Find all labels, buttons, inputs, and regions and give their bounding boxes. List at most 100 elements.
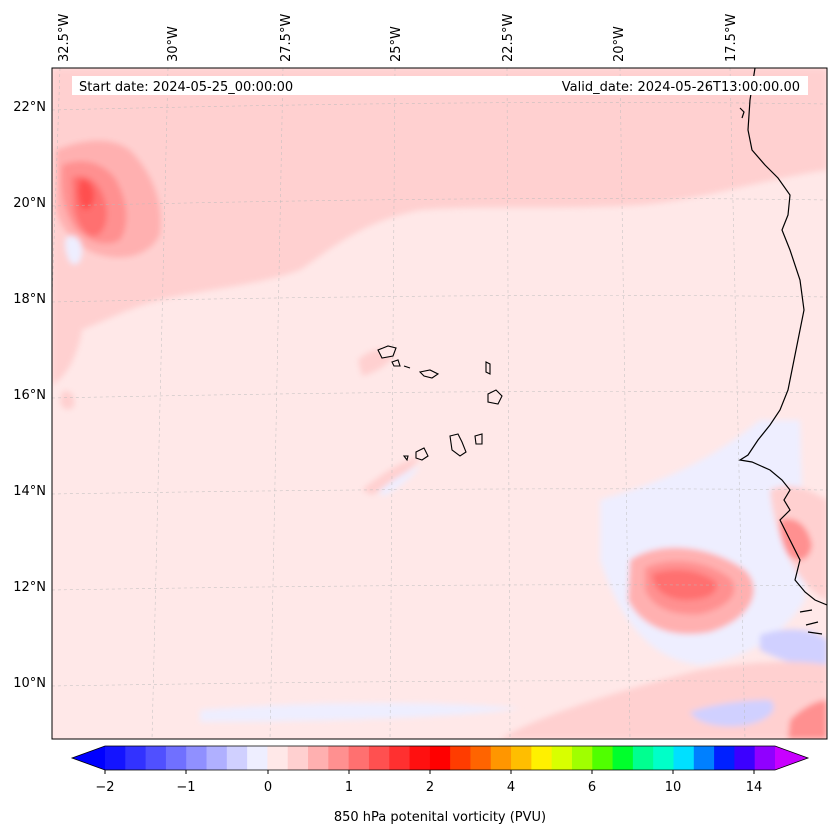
pv-region-southeast-red <box>788 700 827 739</box>
island-santa-luzia <box>403 365 411 369</box>
valid-date-text: Valid_date: 2024-05-26T13:00:00.00 <box>562 80 800 95</box>
colorbar-cell <box>165 746 187 770</box>
island-brava <box>402 455 409 462</box>
lon-label-30w: 30°W <box>166 26 181 62</box>
lon-label-20w: 20°W <box>612 26 627 62</box>
pv-region-south-blue-spots <box>690 700 774 727</box>
colorbar: −2 −1 0 1 2 4 6 10 14 850 hPa potenital … <box>70 745 810 825</box>
pv-region-coast-salmon <box>779 518 812 561</box>
island-boa-vista <box>487 389 503 405</box>
date-banner <box>72 76 808 95</box>
pv-contours <box>52 68 827 739</box>
colorbar-cell <box>571 746 593 770</box>
pv-region-capeverde-south <box>362 456 420 495</box>
colorbar-cell <box>754 746 776 770</box>
colorbar-cell <box>450 746 471 770</box>
colorbar-cell <box>490 746 512 770</box>
colorbar-cell <box>714 746 735 770</box>
pv-region-capeverde-south-blue <box>378 466 420 496</box>
lon-label-25w: 25°W <box>389 26 404 62</box>
cb-tick-14: 14 <box>746 780 763 795</box>
lon-label-27-5w: 27.5°W <box>279 14 294 62</box>
colorbar-cell <box>247 746 268 770</box>
colorbar-cell <box>409 746 431 770</box>
pv-region-northwest-blue-spot <box>65 235 82 265</box>
colorbar-cell <box>328 746 350 770</box>
colorbar-tick-labels: −2 −1 0 1 2 4 6 10 14 <box>95 780 762 795</box>
cb-tick-0: 0 <box>264 780 272 795</box>
lat-label-10n: 10°N <box>13 676 46 691</box>
colorbar-cell <box>145 746 167 770</box>
lat-label-16n: 16°N <box>13 388 46 403</box>
colorbar-cell <box>368 746 390 770</box>
bissagos-islands <box>799 609 823 635</box>
colorbar-cell <box>267 746 289 770</box>
pv-region-west-streak <box>52 260 83 385</box>
colorbar-label: 850 hPa potenital vorticity (PVU) <box>334 810 546 825</box>
colorbar-cell <box>693 746 715 770</box>
cb-tick-m1: −1 <box>176 780 195 795</box>
cb-tick-m2: −2 <box>95 780 114 795</box>
island-sao-nicolau <box>418 369 440 379</box>
island-santiago <box>449 433 467 457</box>
colorbar-cell <box>653 746 674 770</box>
colorbar-cell <box>734 746 756 770</box>
island-sal <box>485 361 491 375</box>
island-santo-antao <box>377 345 397 359</box>
island-fogo <box>415 447 429 461</box>
colorbar-cell <box>429 746 451 770</box>
longitude-labels: 32.5°W 30°W 27.5°W 25°W 22.5°W 20°W 17.5… <box>57 14 739 62</box>
island-maio <box>474 433 483 445</box>
map-frame <box>51 67 828 740</box>
colorbar-cell <box>186 746 208 770</box>
cb-tick-10: 10 <box>665 780 682 795</box>
colorbar-cell <box>226 746 248 770</box>
colorbar-cell <box>125 746 147 770</box>
colorbar-ticks <box>104 770 755 774</box>
colorbar-cell <box>592 746 614 770</box>
colorbar-cell <box>531 746 553 770</box>
cb-tick-2: 2 <box>426 780 434 795</box>
lat-label-12n: 12°N <box>13 580 46 595</box>
colorbar-cell <box>206 746 228 770</box>
lat-label-18n: 18°N <box>13 292 46 307</box>
colorbar-cell <box>551 746 573 770</box>
lon-label-22-5w: 22.5°W <box>501 14 516 62</box>
lon-label-17-5w: 17.5°W <box>724 14 739 62</box>
colorbar-cell <box>308 746 329 770</box>
colorbar-cell <box>348 746 370 770</box>
pv-region-north-band <box>52 68 827 340</box>
colorbar-cell <box>632 746 654 770</box>
latitude-labels: 22°N 20°N 18°N 16°N 14°N 12°N 10°N <box>13 100 46 691</box>
colorbar-cell <box>511 746 532 770</box>
colorbar-over-arrow <box>775 746 808 770</box>
pv-region-south-blue-streak <box>200 702 520 722</box>
pv-region-west-spot <box>60 390 75 410</box>
africa-coastline <box>738 68 827 606</box>
colorbar-cells <box>105 746 776 770</box>
cb-tick-4: 4 <box>507 780 515 795</box>
colorbar-cell <box>105 746 126 770</box>
colorbar-under-arrow <box>72 746 105 770</box>
lat-label-20n: 20°N <box>13 196 46 211</box>
colorbar-cell <box>470 746 492 770</box>
cb-tick-6: 6 <box>588 780 596 795</box>
lon-label-32-5w: 32.5°W <box>57 14 72 62</box>
coastlines <box>738 68 827 635</box>
colorbar-cell <box>673 746 695 770</box>
colorbar-cell <box>612 746 634 770</box>
cb-tick-1: 1 <box>345 780 353 795</box>
lat-label-14n: 14°N <box>13 484 46 499</box>
lat-label-22n: 22°N <box>13 100 46 115</box>
gridlines <box>52 68 827 739</box>
colorbar-cell <box>287 746 309 770</box>
colorbar-cell <box>389 746 411 770</box>
pv-region-northwest-core <box>78 179 94 210</box>
island-sao-vicente <box>391 359 401 367</box>
map-area <box>52 68 827 739</box>
canary-islands <box>739 107 745 119</box>
cape-verde-islands <box>377 345 503 462</box>
pv-region-southeast-blue <box>760 629 827 670</box>
start-date-text: Start date: 2024-05-25_00:00:00 <box>79 80 293 95</box>
